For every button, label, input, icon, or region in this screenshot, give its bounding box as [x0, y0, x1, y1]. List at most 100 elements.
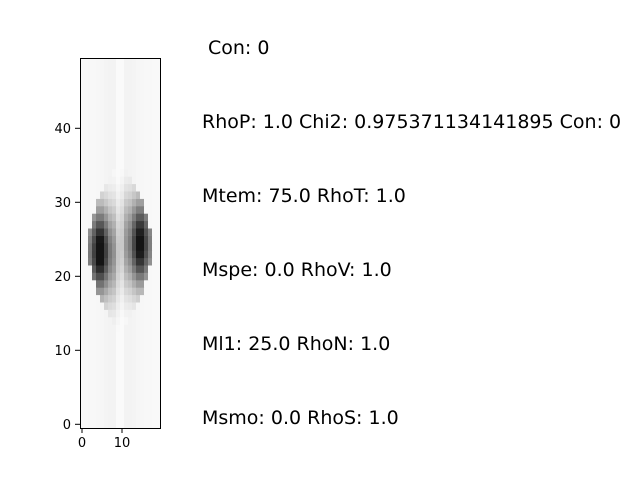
heatmap-cell — [140, 72, 145, 81]
heatmap-cell — [156, 272, 161, 281]
heatmap-cell — [128, 243, 133, 251]
heatmap-cell — [108, 206, 113, 214]
heatmap-cell — [108, 346, 113, 355]
heatmap-cell — [124, 368, 129, 377]
heatmap-cell — [104, 250, 109, 259]
heatmap-cell — [108, 354, 113, 362]
heatmap-cell — [120, 132, 125, 140]
heatmap-cell — [152, 183, 157, 192]
heatmap-cell — [108, 80, 113, 88]
heatmap-cell — [152, 368, 157, 377]
heatmap-cell — [124, 198, 129, 207]
heatmap-cell — [104, 95, 109, 103]
heatmap-cell — [96, 198, 101, 207]
heatmap-cell — [92, 368, 97, 377]
heatmap-cell — [136, 220, 141, 229]
heatmap-cell — [80, 309, 85, 318]
heatmap-cell — [136, 243, 141, 251]
heatmap-cell — [108, 176, 113, 185]
heatmap-cell — [80, 250, 85, 259]
heatmap-cell — [148, 346, 153, 355]
heatmap-cell — [124, 58, 129, 66]
heatmap-cell — [120, 280, 125, 288]
heatmap-cell — [152, 413, 157, 421]
heatmap-cell — [148, 117, 153, 125]
heatmap-cell — [116, 183, 121, 192]
heatmap-cell — [84, 58, 89, 66]
heatmap-cell — [156, 124, 161, 133]
heatmap-cell — [124, 80, 129, 88]
heatmap-cell — [108, 383, 113, 392]
heatmap-cell — [96, 272, 101, 281]
heatmap-cell — [156, 117, 161, 125]
heatmap-cell — [144, 154, 149, 162]
heatmap-cell — [128, 368, 133, 377]
heatmap-cell — [128, 405, 133, 414]
heatmap-cell — [88, 206, 93, 214]
heatmap-cell — [124, 257, 129, 266]
heatmap-cell — [156, 346, 161, 355]
heatmap-cell — [128, 331, 133, 340]
heatmap-cell — [152, 346, 157, 355]
heatmap-cell — [148, 383, 153, 392]
heatmap-cell — [84, 183, 89, 192]
heatmap-cell — [120, 228, 125, 236]
heatmap-cell — [84, 80, 89, 88]
heatmap-cell — [132, 154, 137, 162]
heatmap-cell — [120, 220, 125, 229]
heatmap-cell — [156, 58, 161, 66]
heatmap-cell — [132, 376, 137, 384]
heatmap-cell — [100, 317, 105, 325]
heatmap-cell — [108, 220, 113, 229]
heatmap-cell — [120, 243, 125, 251]
heatmap-cell — [96, 302, 101, 310]
heatmap-cell — [96, 257, 101, 266]
heatmap-cell — [136, 324, 141, 333]
heatmap-cell — [96, 191, 101, 199]
heatmap-cell — [80, 339, 85, 347]
heatmap-cell — [92, 87, 97, 96]
heatmap-cell — [156, 132, 161, 140]
heatmap-cell — [148, 235, 153, 244]
heatmap-cell — [128, 250, 133, 259]
heatmap-cell — [116, 302, 121, 310]
heatmap-cell — [124, 243, 129, 251]
heatmap-cell — [80, 139, 85, 148]
heatmap-cell — [144, 161, 149, 170]
heatmap-cell — [104, 124, 109, 133]
heatmap-cell — [132, 361, 137, 370]
heatmap-cell — [152, 146, 157, 155]
heatmap-cell — [124, 72, 129, 81]
heatmap-cell — [96, 317, 101, 325]
heatmap-cell — [92, 420, 97, 429]
heatmap-cell — [148, 228, 153, 236]
heatmap-cell — [148, 183, 153, 192]
heatmap-cell — [88, 405, 93, 414]
heatmap-cell — [100, 161, 105, 170]
heatmap-cell — [96, 206, 101, 214]
heatmap-cell — [80, 243, 85, 251]
heatmap-cell — [132, 354, 137, 362]
heatmap-cell — [156, 146, 161, 155]
heatmap-cell — [100, 294, 105, 303]
heatmap-cell — [136, 420, 141, 429]
heatmap-cell — [84, 376, 89, 384]
heatmap-cell — [116, 413, 121, 421]
heatmap-cell — [92, 109, 97, 118]
heatmap-cell — [80, 176, 85, 185]
heatmap-cell — [136, 117, 141, 125]
heatmap-cell — [92, 413, 97, 421]
heatmap-cell — [156, 109, 161, 118]
heatmap-cell — [120, 420, 125, 429]
heatmap-cell — [128, 361, 133, 370]
heatmap-cell — [84, 139, 89, 148]
heatmap-cell — [88, 154, 93, 162]
heatmap-cell — [128, 294, 133, 303]
heatmap-cell — [120, 102, 125, 111]
heatmap-cell — [88, 58, 93, 66]
heatmap-cell — [140, 169, 145, 177]
heatmap-cell — [132, 87, 137, 96]
heatmap-cell — [120, 331, 125, 340]
heatmap-cell — [144, 265, 149, 273]
heatmap-cell — [132, 243, 137, 251]
